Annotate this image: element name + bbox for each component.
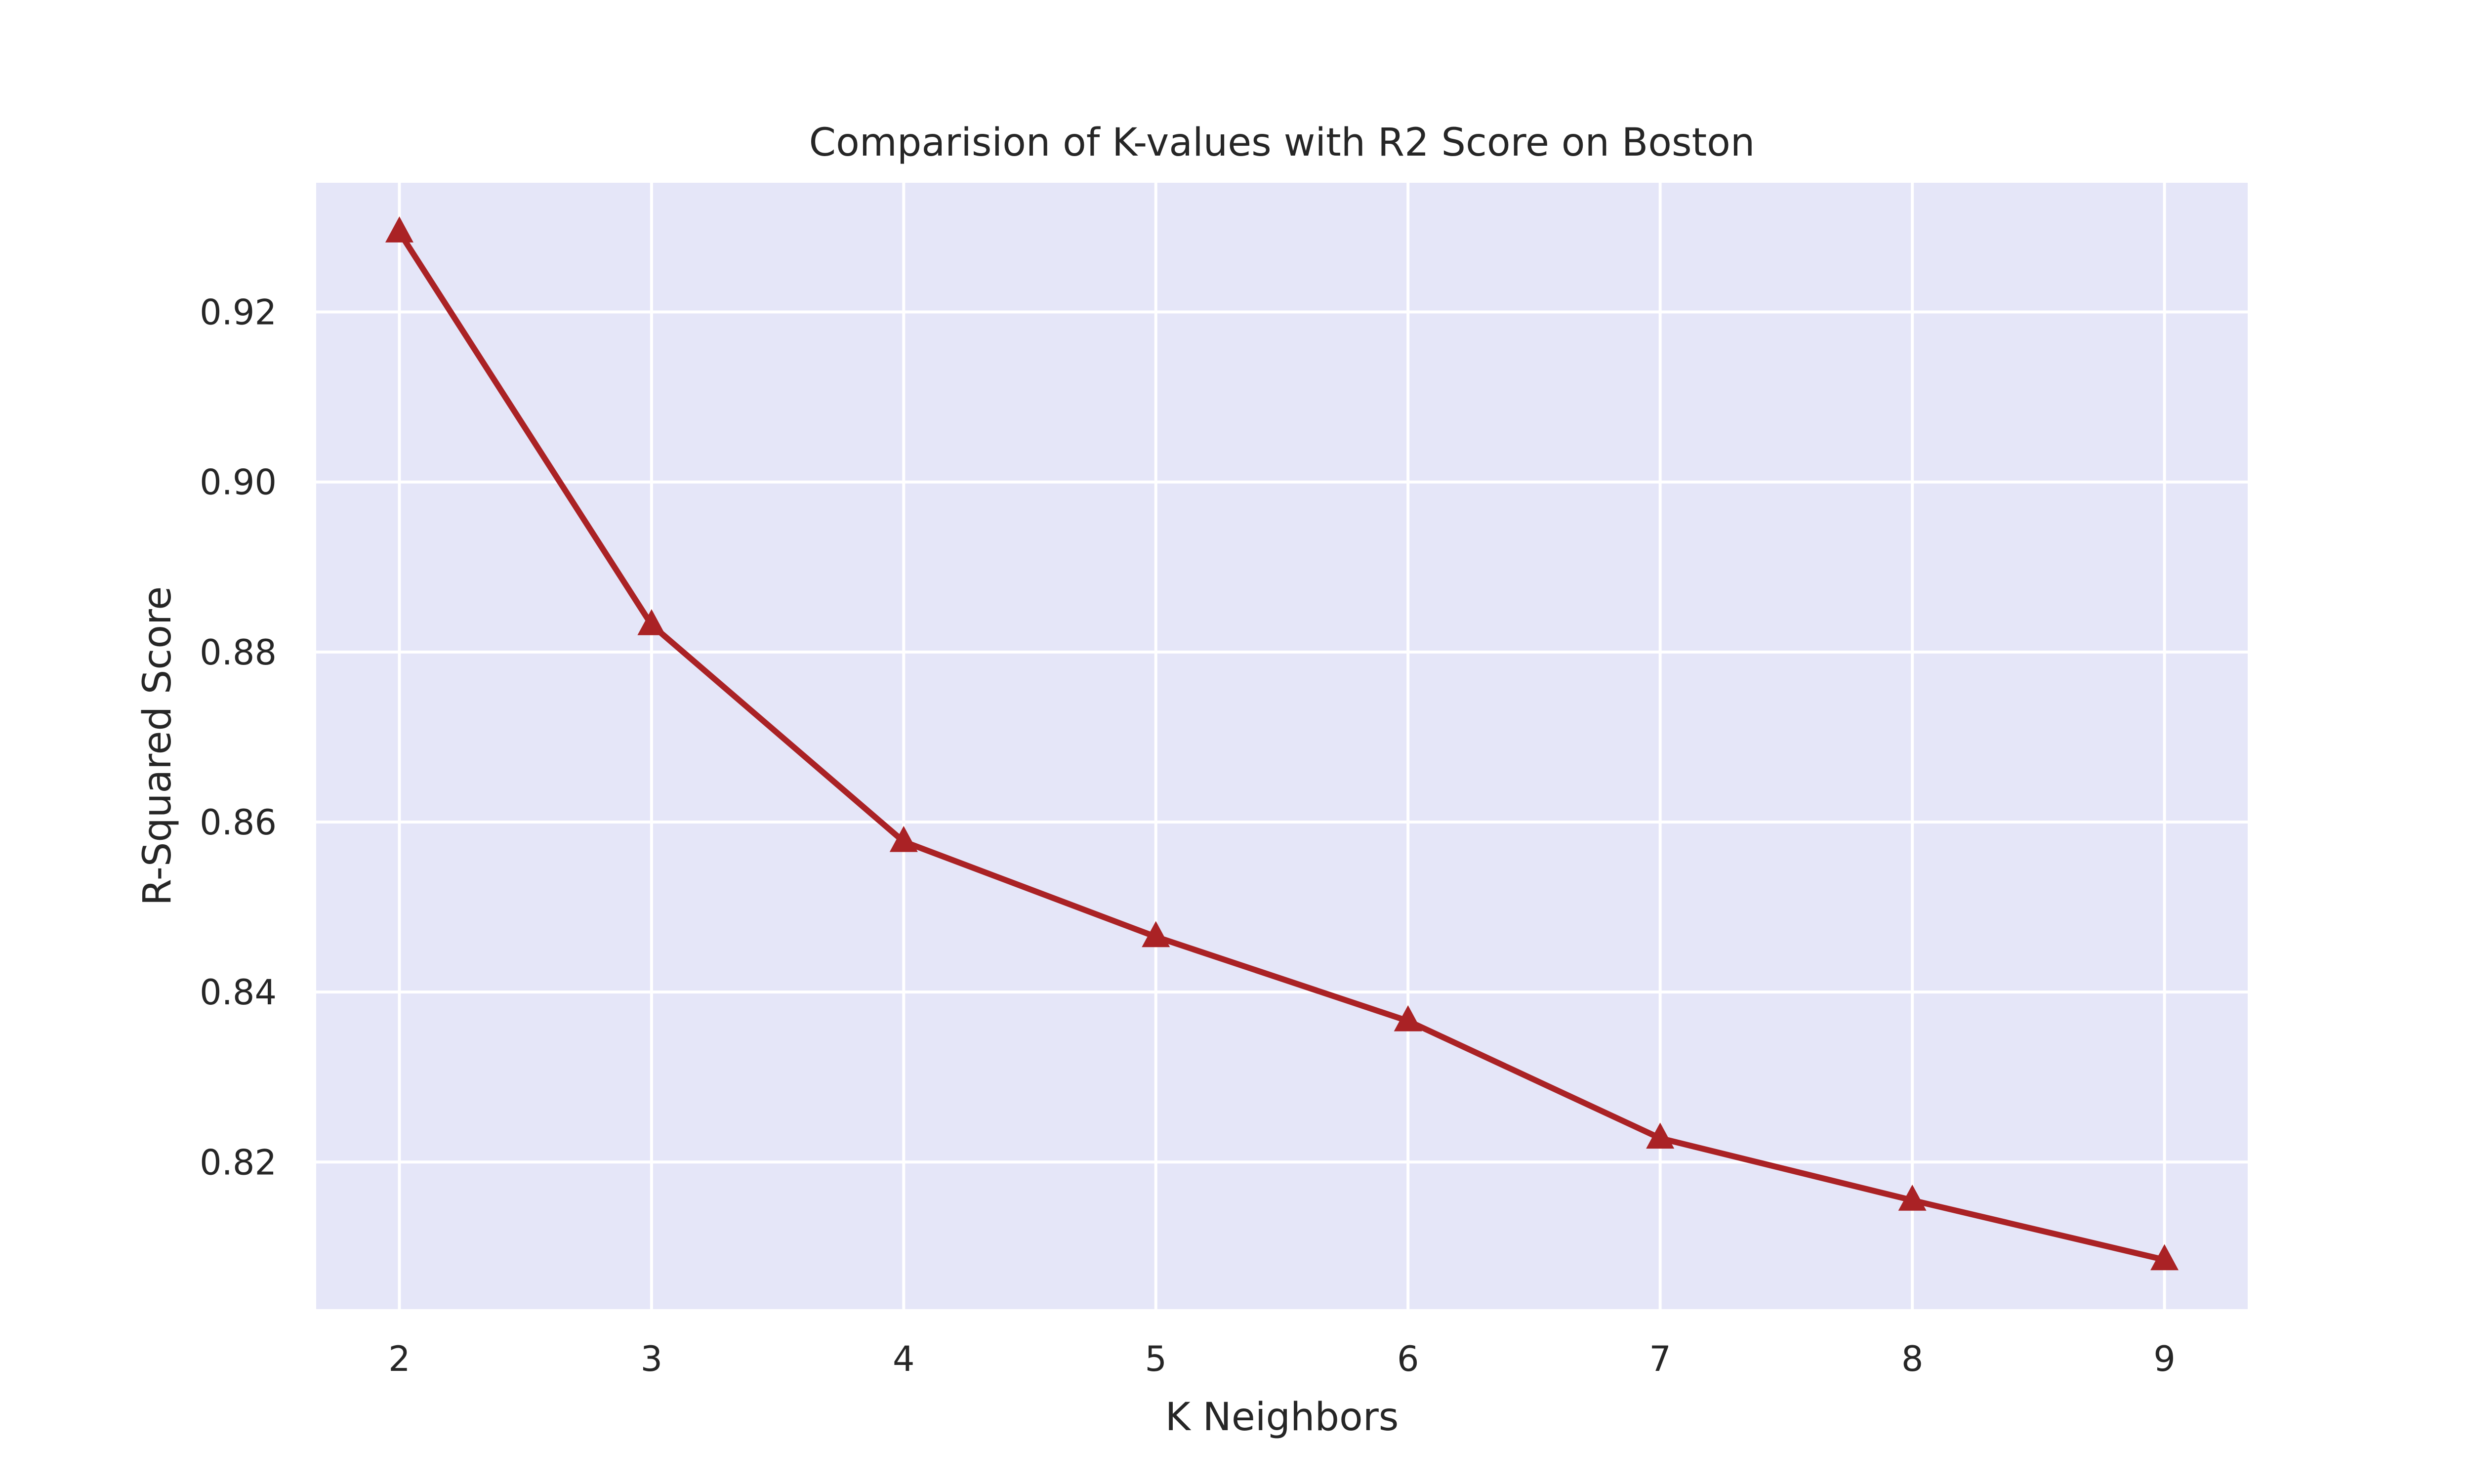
data-point-marker	[1394, 1005, 1422, 1031]
y-axis-ticks: 0.82 0.84 0.86 0.88 0.90 0.92	[200, 292, 277, 1183]
y-tick-label: 0.82	[200, 1142, 277, 1183]
data-point-marker	[1898, 1184, 1927, 1211]
y-tick-label: 0.90	[200, 462, 277, 503]
x-axis-ticks: 2 3 4 5 6 7 8 9	[388, 1339, 2176, 1379]
data-point-marker	[1142, 921, 1170, 948]
x-tick-label: 5	[1145, 1339, 1167, 1379]
grid-lines	[316, 183, 2248, 1309]
y-tick-label: 0.88	[200, 632, 277, 673]
series-line	[396, 229, 2168, 1263]
plot-area	[316, 183, 2248, 1309]
x-tick-label: 4	[893, 1339, 915, 1379]
y-tick-label: 0.92	[200, 292, 277, 333]
y-axis-label: R-Squared Score	[135, 586, 180, 906]
x-axis-label: K Neighbors	[1165, 1395, 1399, 1440]
data-point-marker	[385, 216, 413, 243]
data-point-marker	[1646, 1122, 1675, 1149]
x-tick-label: 8	[1901, 1339, 1924, 1379]
x-tick-label: 3	[641, 1339, 663, 1379]
x-tick-label: 7	[1649, 1339, 1671, 1379]
data-point-marker	[2150, 1244, 2179, 1271]
x-tick-label: 6	[1397, 1339, 1419, 1379]
data-point-marker	[889, 825, 918, 852]
x-tick-label: 9	[2153, 1339, 2176, 1379]
series-layer	[385, 216, 2179, 1271]
y-tick-label: 0.84	[200, 972, 277, 1013]
y-tick-label: 0.86	[200, 802, 277, 843]
x-tick-label: 2	[388, 1339, 411, 1379]
chart-title: Comparision of K-values with R2 Score on…	[809, 121, 1755, 165]
data-point-marker	[637, 609, 666, 635]
